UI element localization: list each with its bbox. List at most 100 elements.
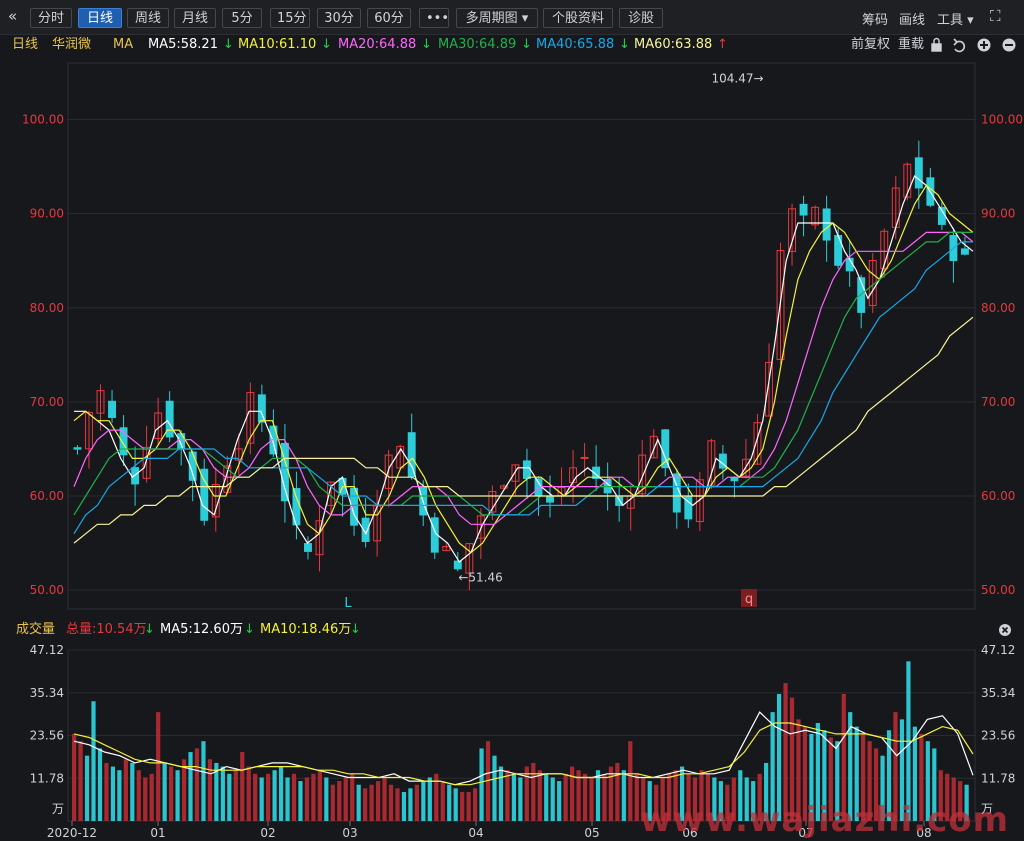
volume-bar [466,791,471,821]
tab-5min[interactable]: 5分 [222,8,262,28]
x-tick-label: 2020-12 [47,826,97,840]
volume-bar [181,759,187,821]
volume-bar [783,683,788,821]
volume-bar [324,777,329,821]
volume-bar [317,770,322,821]
multi-period-menu[interactable]: 多周期图 ▾ [456,8,538,28]
volume-bar [214,762,219,821]
back-icon[interactable]: « [8,7,18,25]
toolbar: « 分时 日线 周线 月线 5分 15分 30分 60分 ••• 多周期图 ▾ 个股资料 诊股 筹码 … [0,0,1024,35]
candle-body [615,496,624,506]
stock-info-button[interactable]: 个股资料 [543,8,613,28]
volume-bar [776,693,782,821]
diagnose-button[interactable]: 诊股 [619,8,663,28]
price-chart[interactable]: 100.00 100.00 90.00 90.00 80.00 80.00 70.00 70.… [0,56,1024,616]
undo-icon[interactable] [953,38,966,53]
volume-bar [899,719,905,821]
y-tick-label: 80.00 [981,301,1015,315]
candle-body [511,464,520,482]
volume-bar [912,726,917,821]
volume-bar [815,723,820,821]
volume-bar [304,777,310,821]
ma-legend-item: MA40:65.88 [536,37,615,52]
watermark: www.wajiazhi.com [640,800,1010,840]
event-marker-right[interactable]: q [745,592,753,607]
candle-body [868,260,877,306]
volume-tick-label: 35.34 [30,686,64,700]
reload-button[interactable]: 重载 [898,37,925,52]
volume-tick-label: 35.34 [981,686,1015,700]
tab-intraday[interactable]: 分时 [30,8,72,28]
volume-bar [123,759,128,821]
close-icon[interactable] [998,623,1022,637]
volume-bar [615,762,620,821]
minus-circle-icon[interactable] [1002,38,1016,52]
lock-icon[interactable] [931,37,942,52]
fullscreen-icon[interactable]: ⛶ [990,7,1001,25]
candle-body [165,400,174,438]
plus-circle-icon[interactable] [977,38,991,52]
volume-bar [738,770,743,821]
chip-distribution-button[interactable]: 筹码 [862,13,889,28]
volume-bar [207,759,213,821]
volume-bar [537,770,542,821]
tab-daily[interactable]: 日线 [78,8,122,28]
volume-bar [873,748,879,821]
volume-bar [751,781,756,821]
candle-body [523,460,531,479]
volume-chart[interactable]: 47.12 47.12 35.34 35.34 23.56 23.56 11.78 11.78… [0,640,1024,841]
volume-tick-label: 47.12 [30,643,64,657]
volume-bar [84,755,90,821]
volume-bar [822,730,827,821]
y-tick-label: 70.00 [30,395,64,409]
volume-tick-label: 11.78 [30,771,64,785]
candle-body [880,230,889,270]
tab-60min[interactable]: 60分 [367,8,411,28]
volume-ma10-arrow: ↓ [350,622,361,637]
volume-bar [679,766,685,821]
tab-monthly[interactable]: 月线 [174,8,216,28]
volume-bar [91,701,96,821]
tab-15min[interactable]: 15分 [270,8,310,28]
volume-bar [958,781,963,821]
draw-line-button[interactable]: 画线 [899,13,926,28]
candle-body [96,390,105,414]
price-legend: 日线 华润微 MA MA5:58.21 ↓ MA10:61.10 ↓ MA20:64.8… [0,34,1024,56]
event-marker-left[interactable]: L [344,596,352,611]
volume-bar [298,781,303,821]
volume-bar [608,766,614,821]
volume-bar [589,777,594,821]
y-tick-label: 90.00 [30,207,64,221]
candle-body [488,491,497,513]
volume-bar [628,741,633,821]
volume-bar [919,733,924,821]
adjust-button[interactable]: 前复权 [851,37,891,52]
tab-weekly[interactable]: 周线 [127,8,169,28]
volume-bar [72,733,77,821]
volume-bar [712,777,717,821]
volume-bar [705,773,711,821]
candle-body [903,163,912,198]
volume-bar [363,788,368,821]
candle-body [476,515,485,539]
volume-bar [524,766,529,821]
tools-menu[interactable]: 工具 ▾ [937,13,974,28]
volume-bar [233,770,238,821]
volume-bar [854,726,859,821]
volume-ma5-arrow: ↓ [244,622,255,637]
ma-trend-arrow: ↓ [222,37,234,52]
candle-body [741,458,750,477]
period-label: 日线 [12,37,39,52]
x-tick-label: 07 [798,826,813,840]
tab-30min[interactable]: 30分 [317,8,361,28]
volume-bar [330,784,335,821]
ma-line-ma60 [73,316,974,544]
more-button[interactable]: ••• [419,8,449,28]
volume-bar [544,773,549,821]
volume-tick-label: 23.56 [30,729,64,743]
ma-label[interactable]: MA [113,37,134,52]
volume-bar [440,781,445,821]
plot-frame [67,62,976,610]
volume-bar [647,781,652,821]
volume-bar [97,748,103,821]
